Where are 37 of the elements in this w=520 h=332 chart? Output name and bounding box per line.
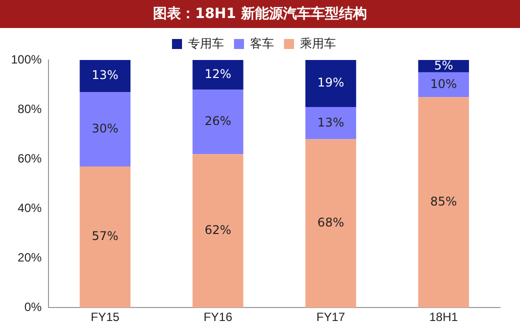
x-tick-label: 18H1 bbox=[429, 310, 458, 324]
bar bbox=[192, 60, 244, 90]
y-tick-label: 100% bbox=[10, 52, 42, 66]
data-label: 19% bbox=[317, 76, 344, 90]
bar bbox=[80, 166, 130, 308]
bar bbox=[192, 154, 244, 308]
data-label: 62% bbox=[204, 222, 232, 237]
x-tick-label: FY15 bbox=[90, 310, 120, 324]
data-label: 5% bbox=[434, 58, 454, 72]
y-tick-label: 60% bbox=[18, 151, 42, 166]
bar bbox=[305, 107, 356, 140]
data-label: 57% bbox=[92, 229, 118, 244]
chart-title: 图表：18H1 新能源汽车车型结构 bbox=[0, 0, 520, 28]
data-label: 12% bbox=[204, 66, 232, 81]
bar bbox=[418, 72, 469, 98]
data-label: 30% bbox=[92, 121, 118, 136]
legend-label: 乘用车 bbox=[300, 36, 336, 50]
data-label: 68% bbox=[317, 216, 344, 230]
bar bbox=[192, 90, 244, 154]
legend-label: 专用车 bbox=[188, 36, 224, 50]
y-tick-label: 40% bbox=[18, 200, 42, 215]
legend-label: 客车 bbox=[250, 36, 274, 50]
y-tick-label: 0% bbox=[24, 300, 42, 314]
x-tick-label: FY17 bbox=[316, 310, 346, 324]
bar bbox=[305, 139, 356, 308]
y-tick-label: 80% bbox=[18, 102, 42, 116]
data-label: 13% bbox=[317, 115, 344, 130]
data-label: 10% bbox=[430, 76, 457, 91]
bar bbox=[80, 92, 130, 166]
x-tick-label: FY16 bbox=[204, 310, 233, 324]
bar bbox=[80, 60, 130, 92]
data-label: 26% bbox=[204, 114, 232, 128]
data-label: 13% bbox=[92, 68, 118, 82]
bar bbox=[305, 60, 356, 108]
y-tick-label: 20% bbox=[18, 250, 42, 264]
data-label: 85% bbox=[430, 194, 457, 208]
bar bbox=[418, 97, 469, 308]
